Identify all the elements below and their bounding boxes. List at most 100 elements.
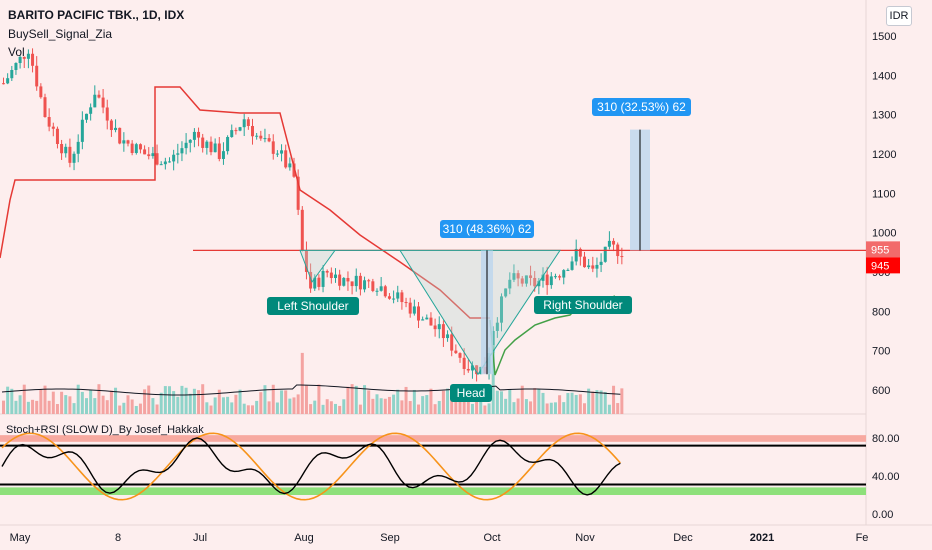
candle bbox=[317, 277, 321, 287]
trailing-stop-red bbox=[0, 86, 490, 319]
volume-bar bbox=[483, 405, 487, 414]
candle bbox=[26, 53, 30, 59]
volume-bar bbox=[367, 390, 371, 414]
volume-bar bbox=[80, 391, 84, 414]
candle bbox=[242, 119, 246, 128]
candle bbox=[14, 63, 18, 70]
candle bbox=[566, 269, 570, 271]
volume-bar bbox=[396, 389, 400, 414]
candle bbox=[76, 141, 80, 154]
volume-bar bbox=[387, 396, 391, 414]
candle bbox=[387, 296, 391, 299]
candle bbox=[408, 302, 412, 314]
candle bbox=[221, 151, 225, 159]
candle bbox=[404, 302, 408, 304]
volume-bar bbox=[226, 396, 230, 414]
volume-bar bbox=[10, 388, 14, 414]
candle bbox=[400, 292, 404, 303]
candle bbox=[500, 296, 503, 323]
stoch-d-line bbox=[1, 432, 621, 501]
candle bbox=[321, 270, 325, 287]
volume-bar bbox=[441, 390, 445, 414]
volume-bar bbox=[558, 395, 562, 414]
volume-bar bbox=[6, 386, 10, 414]
candle bbox=[22, 56, 26, 59]
volume-bar bbox=[462, 400, 466, 414]
volume-bar bbox=[363, 385, 367, 414]
currency-badge[interactable]: IDR bbox=[886, 6, 912, 26]
candle bbox=[284, 150, 288, 168]
candle bbox=[583, 256, 586, 268]
volume-bar bbox=[612, 385, 616, 414]
candle bbox=[462, 357, 466, 369]
time-tick-label: 8 bbox=[115, 532, 121, 544]
volume-bar bbox=[346, 386, 350, 414]
volume-bar bbox=[251, 405, 254, 414]
candle bbox=[570, 261, 574, 270]
volume-bar bbox=[446, 388, 450, 414]
volume-bar bbox=[43, 385, 47, 414]
price-tick-label: 1000 bbox=[872, 228, 896, 240]
candle bbox=[31, 53, 35, 66]
candle bbox=[529, 275, 533, 278]
candle bbox=[508, 279, 512, 289]
volume-bar bbox=[97, 384, 101, 414]
candle bbox=[553, 276, 557, 278]
volume-bar bbox=[379, 398, 383, 414]
candle bbox=[60, 143, 64, 154]
volume-bar bbox=[192, 388, 196, 414]
candle bbox=[470, 365, 474, 371]
volume-bar bbox=[197, 390, 201, 414]
pattern-label-left-shoulder-bg bbox=[267, 297, 359, 315]
volume-bar bbox=[114, 387, 118, 414]
candle bbox=[595, 264, 599, 269]
volume-bar bbox=[134, 405, 138, 414]
candle bbox=[607, 240, 611, 247]
volume-bar bbox=[437, 400, 441, 414]
volume-bar bbox=[184, 387, 188, 414]
volume-bar bbox=[259, 392, 263, 414]
volume-bar bbox=[18, 395, 22, 414]
price-tick-label: 1500 bbox=[872, 31, 896, 43]
volume-bar bbox=[284, 390, 288, 414]
candle bbox=[180, 148, 184, 154]
candle bbox=[288, 163, 292, 168]
oscillator-title: Stoch+RSI (SLOW D)_By Josef_Hakkak bbox=[6, 424, 204, 436]
volume-bar bbox=[118, 405, 122, 414]
candle bbox=[450, 334, 454, 351]
candle bbox=[6, 78, 10, 84]
volume-bar bbox=[508, 389, 512, 414]
time-tick-label: Jul bbox=[193, 532, 207, 544]
volume-bar bbox=[524, 399, 528, 414]
candle bbox=[172, 154, 176, 162]
volume-bar bbox=[616, 403, 620, 414]
volume-bar bbox=[143, 389, 147, 414]
volume-bar bbox=[151, 398, 155, 414]
volume-bar bbox=[263, 385, 267, 414]
volume-bar bbox=[238, 389, 242, 414]
candle bbox=[304, 250, 308, 272]
volume-bar bbox=[51, 391, 55, 414]
candle bbox=[184, 142, 188, 149]
candle bbox=[2, 83, 5, 85]
volume-bar bbox=[64, 395, 68, 414]
time-tick-label: Nov bbox=[575, 532, 595, 544]
volume-ma-line bbox=[1, 384, 621, 396]
candle bbox=[603, 246, 607, 262]
stoch-k-line bbox=[1, 437, 621, 496]
candle bbox=[620, 256, 624, 258]
candle bbox=[334, 274, 337, 279]
candle bbox=[587, 265, 591, 268]
candle bbox=[342, 277, 346, 286]
candle bbox=[197, 131, 201, 138]
candle bbox=[396, 292, 400, 299]
last-price-tag-bg bbox=[866, 241, 900, 258]
candle bbox=[437, 324, 441, 330]
pattern-label-head-bg bbox=[450, 384, 492, 402]
volume-bar bbox=[541, 392, 545, 414]
volume-bar bbox=[595, 390, 599, 414]
pattern-label-head: Head bbox=[457, 386, 486, 400]
candle bbox=[51, 126, 55, 129]
candle bbox=[558, 276, 562, 278]
